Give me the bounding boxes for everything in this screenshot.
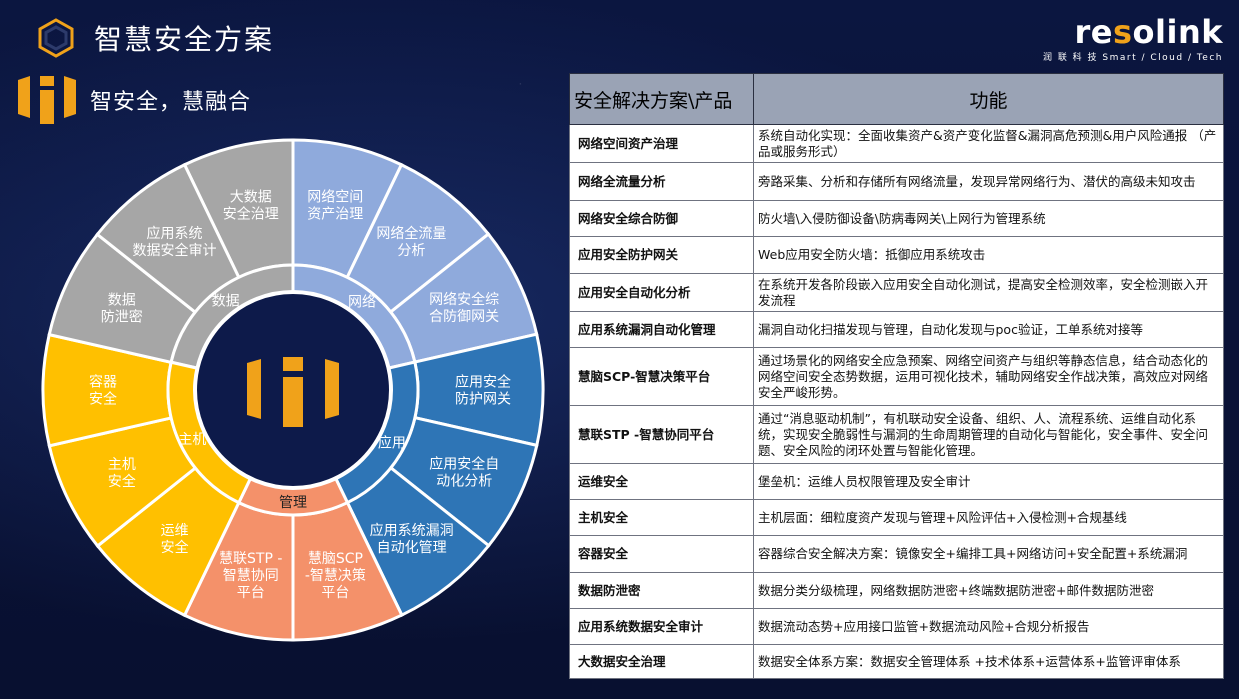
solution-name-cell: 慧脑SCP-智慧决策平台 — [569, 347, 754, 406]
outer-segment-label: 平台 — [237, 585, 265, 601]
solution-name-cell: 网络空间资产治理 — [569, 124, 754, 163]
outer-segment-label: 安全 — [108, 473, 136, 490]
brand-mark-icon — [18, 76, 76, 124]
solution-desc-cell: 容器综合安全解决方案：镜像安全+编排工具+网络访问+安全配置+系统漏洞 — [753, 535, 1224, 573]
outer-segment-label: 自动化管理 — [377, 540, 447, 556]
solution-name-cell: 主机安全 — [569, 499, 754, 536]
solution-desc-cell: 数据安全体系方案：数据安全管理体系 +技术体系+运营体系+监管评审体系 — [753, 644, 1224, 679]
solution-desc-cell: Web应用安全防火墙：抵御应用系统攻击 — [753, 236, 1224, 274]
table-row: 应用安全自动化分析 在系统开发各阶段嵌入应用安全自动化测试，提高安全检测效率，安全… — [569, 273, 1224, 312]
inner-segment-label-management: 管理 — [279, 495, 307, 511]
outer-segment-label: 网络空间 — [307, 189, 363, 205]
solution-desc-cell: 数据流动态势+应用接口监管+数据流动风险+合规分析报告 — [753, 608, 1224, 645]
outer-segment-label: 防护网关 — [455, 391, 511, 407]
table-row: 应用系统数据安全审计 数据流动态势+应用接口监管+数据流动风险+合规分析报告 — [569, 608, 1224, 645]
outer-segment-label: 应用系统漏洞 — [370, 522, 454, 539]
outer-segment-label: 合防御网关 — [429, 309, 499, 325]
outer-segment-label: 智慧协同 — [223, 568, 279, 584]
inner-segment-label-application: 应用 — [378, 435, 406, 452]
outer-segment-label: 安全 — [89, 391, 117, 408]
center-brand-icon — [247, 357, 339, 427]
solution-name-cell: 应用安全防护网关 — [569, 236, 754, 274]
outer-segment-label: 网络安全综 — [429, 291, 499, 308]
outer-segment-label: 运维 — [161, 523, 189, 539]
table-row: 主机安全 主机层面：细粒度资产发现与管理+风险评估+入侵检测+合规基线 — [569, 499, 1224, 536]
hexagon-icon — [38, 18, 74, 58]
outer-segment-label: 平台 — [321, 585, 349, 601]
table-row: 网络全流量分析 旁路采集、分析和存储所有网络流量，发现异常网络行为、潜伏的高级未知… — [569, 162, 1224, 201]
outer-segment-label: 应用安全 — [455, 373, 511, 390]
table-row: 数据防泄密 数据分类分级梳理，网络数据防泄密+终端数据防泄密+邮件数据防泄密 — [569, 572, 1224, 609]
title-bar: 智慧安全方案 — [36, 16, 274, 60]
slogan-header: 智安全，慧融合 — [16, 74, 251, 126]
solution-desc-cell: 防火墙\入侵防御设备\防病毒网关\上网行为管理系统 — [753, 200, 1224, 237]
solution-name-cell: 应用系统数据安全审计 — [569, 608, 754, 645]
inner-segment-label-network: 网络 — [348, 295, 376, 311]
outer-segment-label: 容器 — [89, 374, 117, 391]
solutions-table: 安全解决方案\产品 功能 网络空间资产治理 系统自动化实现：全面收集资产&资产变化… — [569, 73, 1224, 679]
solution-desc-cell: 通过场景化的网络安全应急预案、网络空间资产与组织等静态信息，结合动态化的网络空间… — [753, 347, 1224, 406]
solution-name-cell: 运维安全 — [569, 463, 754, 500]
table-row: 网络空间资产治理 系统自动化实现：全面收集资产&资产变化监督&漏洞高危预测&用户风… — [569, 124, 1224, 163]
table-row: 慧联STP -智慧协同平台 通过“消息驱动机制”，有机联动安全设备、组织、人、流程… — [569, 405, 1224, 464]
outer-segment-label: 网络全流量 — [376, 225, 446, 242]
outer-segment-label: -智慧决策 — [305, 567, 366, 584]
solution-name-cell: 慧联STP -智慧协同平台 — [569, 405, 754, 464]
table-row: 运维安全 堡垒机：运维人员权限管理及安全审计 — [569, 463, 1224, 500]
outer-segment-label: 主机 — [108, 457, 136, 473]
outer-segment-label: 慧联STP - — [219, 551, 282, 567]
logo-wordmark: resolink — [1074, 13, 1223, 51]
table-header-row: 安全解决方案\产品 功能 — [569, 73, 1224, 125]
security-wheel-diagram: 大数据安全治理网络空间资产治理网络全流量分析网络安全综合防御网关应用安全防护网关… — [41, 138, 545, 642]
resolink-logo: resolink 润 联 科 技 Smart / Cloud / Tech — [1043, 14, 1223, 63]
solution-desc-cell: 主机层面：细粒度资产发现与管理+风险评估+入侵检测+合规基线 — [753, 499, 1224, 536]
outer-labels: 大数据安全治理网络空间资产治理网络全流量分析网络安全综合防御网关应用安全防护网关… — [89, 189, 511, 601]
outer-segment-label: 慧脑SCP — [308, 551, 363, 567]
table-row: 网络安全综合防御 防火墙\入侵防御设备\防病毒网关\上网行为管理系统 — [569, 200, 1224, 237]
solution-name-cell: 应用安全自动化分析 — [569, 273, 754, 312]
outer-segment-label: 防泄密 — [101, 308, 143, 325]
solution-desc-cell: 系统自动化实现：全面收集资产&资产变化监督&漏洞高危预测&用户风险通报 （产品或… — [753, 124, 1224, 163]
solution-name-cell: 大数据安全治理 — [569, 644, 754, 679]
table-row: 大数据安全治理 数据安全体系方案：数据安全管理体系 +技术体系+运营体系+监管评审… — [569, 644, 1224, 679]
outer-segment-label: 大数据 — [230, 189, 272, 205]
outer-segment-label: 安全 — [161, 539, 189, 556]
solution-name-cell: 数据防泄密 — [569, 572, 754, 609]
solution-desc-cell: 数据分类分级梳理，网络数据防泄密+终端数据防泄密+邮件数据防泄密 — [753, 572, 1224, 609]
outer-segment-label: 安全治理 — [223, 205, 279, 222]
header-solution: 安全解决方案\产品 — [569, 73, 754, 125]
solution-name-cell: 网络安全综合防御 — [569, 200, 754, 237]
solution-name-cell: 网络全流量分析 — [569, 162, 754, 201]
outer-segment-label: 数据 — [108, 292, 136, 308]
outer-segment-label: 数据安全审计 — [132, 242, 216, 259]
solution-desc-cell: 旁路采集、分析和存储所有网络流量，发现异常网络行为、潜伏的高级未知攻击 — [753, 162, 1224, 201]
solution-name-cell: 容器安全 — [569, 535, 754, 573]
outer-ring — [41, 138, 545, 642]
outer-segment-label: 应用安全自 — [429, 456, 499, 473]
solution-desc-cell: 通过“消息驱动机制”，有机联动安全设备、组织、人、流程系统、运维自动化系统，实现… — [753, 405, 1224, 464]
header-function: 功能 — [753, 73, 1224, 125]
outer-segment-label: 应用系统 — [146, 225, 202, 242]
solution-desc-cell: 漏洞自动化扫描发现与管理，自动化发现与poc验证，工单系统对接等 — [753, 311, 1224, 348]
inner-segment-label-data: 数据 — [212, 294, 240, 310]
inner-segment-label-host: 主机 — [178, 432, 206, 448]
page-title: 智慧安全方案 — [94, 23, 275, 56]
slogan-text: 智安全，慧融合 — [90, 90, 252, 115]
table-row: 容器安全 容器综合安全解决方案：镜像安全+编排工具+网络访问+安全配置+系统漏洞 — [569, 535, 1224, 573]
table-row: 应用系统漏洞自动化管理 漏洞自动化扫描发现与管理，自动化发现与poc验证，工单系统… — [569, 311, 1224, 348]
table-row: 应用安全防护网关 Web应用安全防火墙：抵御应用系统攻击 — [569, 236, 1224, 274]
solution-desc-cell: 堡垒机：运维人员权限管理及安全审计 — [753, 463, 1224, 500]
table-row: 慧脑SCP-智慧决策平台 通过场景化的网络安全应急预案、网络空间资产与组织等静态信… — [569, 347, 1224, 406]
solution-desc-cell: 在系统开发各阶段嵌入应用安全自动化测试，提高安全检测效率，安全检测嵌入开发流程 — [753, 273, 1224, 312]
logo-tagline: 润 联 科 技 Smart / Cloud / Tech — [1042, 53, 1223, 63]
solution-name-cell: 应用系统漏洞自动化管理 — [569, 311, 754, 348]
outer-segment-label: 分析 — [397, 243, 425, 259]
outer-segment-label: 资产治理 — [307, 206, 363, 222]
outer-segment-label: 动化分析 — [436, 474, 492, 490]
